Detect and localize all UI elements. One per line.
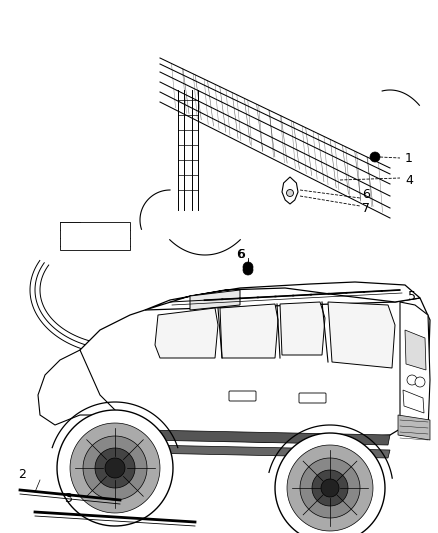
- Polygon shape: [145, 282, 420, 310]
- Polygon shape: [57, 410, 173, 526]
- Polygon shape: [95, 448, 135, 488]
- Text: 5: 5: [408, 289, 416, 303]
- Polygon shape: [282, 177, 298, 204]
- Polygon shape: [70, 423, 160, 513]
- Polygon shape: [300, 458, 360, 518]
- Polygon shape: [38, 350, 145, 430]
- Polygon shape: [287, 445, 373, 531]
- Circle shape: [286, 190, 293, 197]
- Polygon shape: [328, 302, 395, 368]
- Polygon shape: [190, 290, 240, 310]
- Polygon shape: [321, 479, 339, 497]
- Text: 3: 3: [64, 491, 72, 505]
- Polygon shape: [280, 302, 325, 355]
- Text: 6: 6: [237, 247, 245, 261]
- FancyBboxPatch shape: [229, 391, 256, 401]
- Text: 4: 4: [405, 174, 413, 187]
- Polygon shape: [312, 470, 348, 506]
- Circle shape: [370, 152, 380, 162]
- Circle shape: [407, 375, 417, 385]
- Text: 1: 1: [405, 151, 413, 165]
- Polygon shape: [143, 445, 390, 458]
- Text: 6: 6: [236, 247, 244, 261]
- Polygon shape: [80, 298, 430, 442]
- Polygon shape: [220, 304, 278, 358]
- Polygon shape: [105, 458, 125, 478]
- Circle shape: [243, 265, 253, 275]
- Polygon shape: [405, 330, 426, 370]
- Polygon shape: [155, 308, 218, 358]
- Polygon shape: [60, 222, 130, 250]
- Circle shape: [243, 262, 253, 272]
- Polygon shape: [143, 430, 390, 445]
- Polygon shape: [403, 390, 424, 413]
- Polygon shape: [83, 436, 147, 500]
- FancyBboxPatch shape: [299, 393, 326, 403]
- Text: 6: 6: [362, 189, 370, 201]
- Text: 7: 7: [362, 201, 370, 214]
- Polygon shape: [275, 433, 385, 533]
- Polygon shape: [398, 415, 430, 440]
- Circle shape: [415, 377, 425, 387]
- Polygon shape: [400, 302, 430, 435]
- Text: 2: 2: [18, 469, 26, 481]
